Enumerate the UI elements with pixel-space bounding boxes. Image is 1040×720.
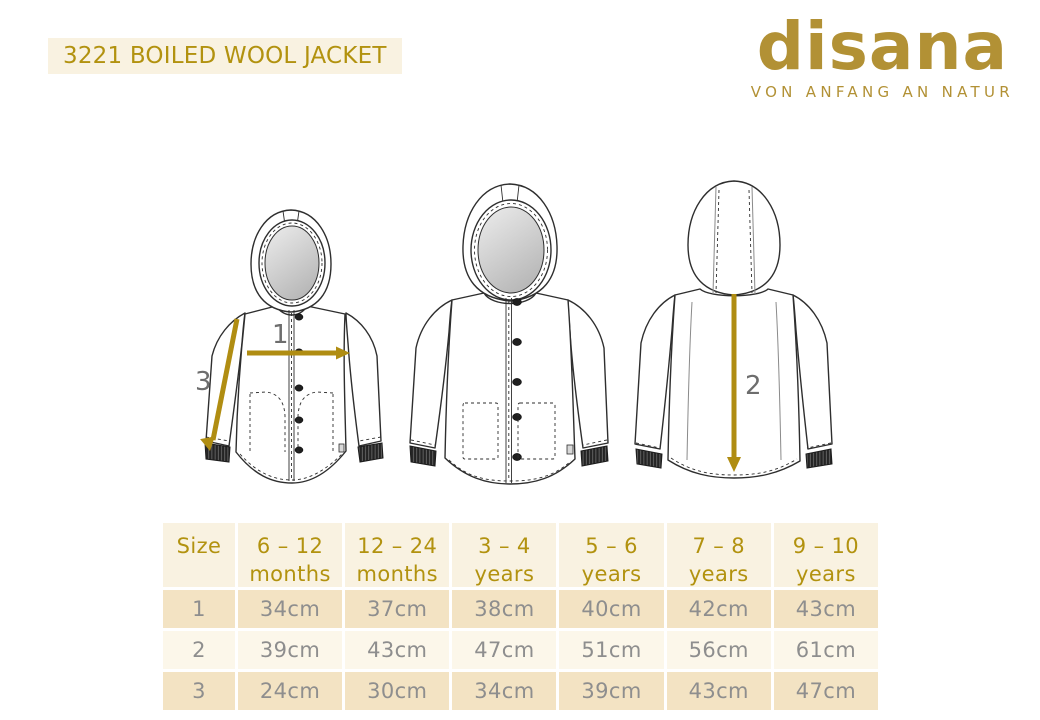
hem-stitching — [239, 452, 344, 481]
row2-size-label: 2 — [163, 631, 235, 669]
row2-value: 39cm — [238, 631, 343, 669]
right-pocket — [517, 402, 556, 460]
row2-value: 51cm — [559, 631, 664, 669]
hood-left-seam-stitching — [715, 189, 720, 294]
face-opening — [264, 225, 320, 301]
product-title: 3221 BOILED WOOL JACKET — [63, 43, 387, 69]
hood-trim-stitching — [261, 222, 323, 304]
left-pocket — [462, 402, 499, 460]
placket — [288, 310, 295, 481]
table-header-3-4-years: 3 – 4 years — [452, 523, 557, 587]
right-cuff — [357, 442, 384, 463]
cuff-stitching — [410, 439, 608, 446]
row1-value: 42cm — [666, 590, 771, 628]
row3-value: 24cm — [238, 672, 343, 710]
hood — [687, 180, 781, 296]
row2-value: 56cm — [666, 631, 771, 669]
size-diagram: 1 3 — [195, 180, 833, 485]
left-pocket — [249, 391, 286, 452]
brand-logo: disana VON ANFANG AN NATUR — [750, 8, 1014, 102]
row3-value: 39cm — [559, 672, 664, 710]
table-header-9-10-years: 9 – 10 years — [773, 523, 878, 587]
face-opening — [477, 206, 545, 294]
right-cuff — [805, 448, 833, 469]
buttons — [294, 313, 304, 454]
row2-value: 61cm — [773, 631, 878, 669]
jacket-back-drawing — [634, 180, 833, 479]
buttons — [512, 298, 522, 461]
table-header-6-12-months: 6 – 12 months — [238, 523, 343, 587]
hem-stitching — [448, 459, 572, 482]
row2-value: 43cm — [345, 631, 450, 669]
right-pocket — [297, 391, 334, 452]
measurement-arrow-1: 1 — [247, 320, 350, 360]
jacket-body — [444, 292, 576, 485]
brand-tagline: VON ANFANG AN NATUR — [750, 83, 1014, 101]
row3-size-label: 3 — [163, 672, 235, 710]
care-tag — [566, 444, 574, 455]
right-back-seam — [775, 301, 782, 461]
measure-label-2: 2 — [745, 371, 762, 401]
left-cuff — [204, 442, 231, 463]
right-cuff — [580, 445, 609, 467]
row1-value: 38cm — [452, 590, 557, 628]
table-header-size: Size — [163, 523, 235, 587]
row1-size-label: 1 — [163, 590, 235, 628]
jacket-front-small-drawing — [204, 209, 384, 484]
hood-trim-stitching — [474, 203, 548, 297]
hood-right-seam — [751, 186, 756, 295]
size-table: Size 6 – 12 months 12 – 24 months 3 – 4 … — [163, 523, 878, 710]
brand-name: disana — [756, 8, 1008, 85]
hood-right-seam-stitching — [748, 189, 753, 294]
measurement-arrow-2: 2 — [727, 294, 762, 472]
row1-value: 34cm — [238, 590, 343, 628]
cuff-stitching — [635, 442, 832, 449]
hood-left-seam — [712, 186, 717, 295]
measure-label-1: 1 — [272, 320, 289, 350]
row3-value: 34cm — [452, 672, 557, 710]
row1-value: 43cm — [773, 590, 878, 628]
care-tag — [338, 443, 345, 453]
row1-value: 40cm — [559, 590, 664, 628]
table-header-5-6-years: 5 – 6 years — [559, 523, 664, 587]
measurement-arrow-3: 3 — [195, 318, 240, 451]
placket — [505, 298, 512, 483]
product-title-band: 3221 BOILED WOOL JACKET — [48, 38, 402, 74]
row3-value: 30cm — [345, 672, 450, 710]
measure-label-3: 3 — [195, 367, 212, 397]
right-sleeve — [345, 312, 382, 447]
table-header-7-8-years: 7 – 8 years — [666, 523, 771, 587]
row2-value: 47cm — [452, 631, 557, 669]
hem-stitching — [670, 457, 798, 476]
left-cuff — [635, 448, 663, 469]
left-cuff — [409, 445, 437, 467]
left-back-seam — [686, 301, 693, 461]
cuff-stitching — [205, 436, 382, 442]
row3-value: 47cm — [773, 672, 878, 710]
jacket-front-large-drawing — [409, 183, 609, 485]
table-header-12-24-months: 12 – 24 months — [345, 523, 450, 587]
row3-value: 43cm — [666, 672, 771, 710]
row1-value: 37cm — [345, 590, 450, 628]
jacket-body — [235, 305, 347, 484]
